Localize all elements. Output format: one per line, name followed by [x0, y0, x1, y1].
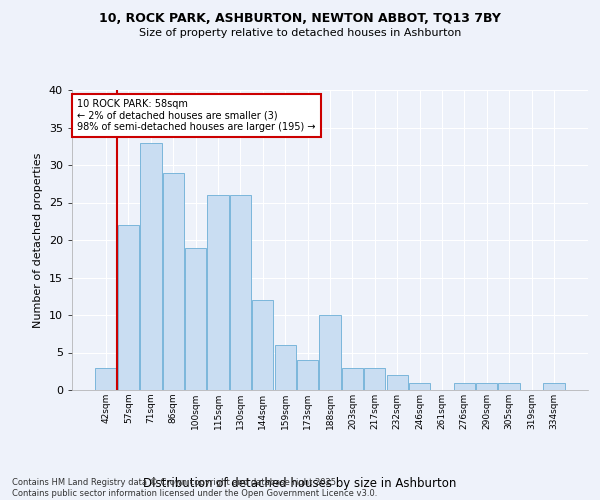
Bar [476, 382, 497, 390]
Bar [386, 375, 408, 390]
Text: Size of property relative to detached houses in Ashburton: Size of property relative to detached ho… [139, 28, 461, 38]
Bar [252, 300, 274, 390]
Bar [454, 382, 475, 390]
Bar [140, 142, 161, 390]
Bar [230, 195, 251, 390]
Bar [275, 345, 296, 390]
Bar [163, 172, 184, 390]
Bar [342, 368, 363, 390]
Bar [297, 360, 318, 390]
Bar [409, 382, 430, 390]
Y-axis label: Number of detached properties: Number of detached properties [33, 152, 43, 328]
Text: Contains HM Land Registry data © Crown copyright and database right 2025.
Contai: Contains HM Land Registry data © Crown c… [12, 478, 377, 498]
Text: 10 ROCK PARK: 58sqm
← 2% of detached houses are smaller (3)
98% of semi-detached: 10 ROCK PARK: 58sqm ← 2% of detached hou… [77, 99, 316, 132]
Bar [95, 368, 117, 390]
Bar [118, 225, 139, 390]
Text: Distribution of detached houses by size in Ashburton: Distribution of detached houses by size … [143, 477, 457, 490]
Bar [319, 315, 341, 390]
Bar [543, 382, 565, 390]
Text: 10, ROCK PARK, ASHBURTON, NEWTON ABBOT, TQ13 7BY: 10, ROCK PARK, ASHBURTON, NEWTON ABBOT, … [99, 12, 501, 26]
Bar [499, 382, 520, 390]
Bar [185, 248, 206, 390]
Bar [364, 368, 385, 390]
Bar [208, 195, 229, 390]
